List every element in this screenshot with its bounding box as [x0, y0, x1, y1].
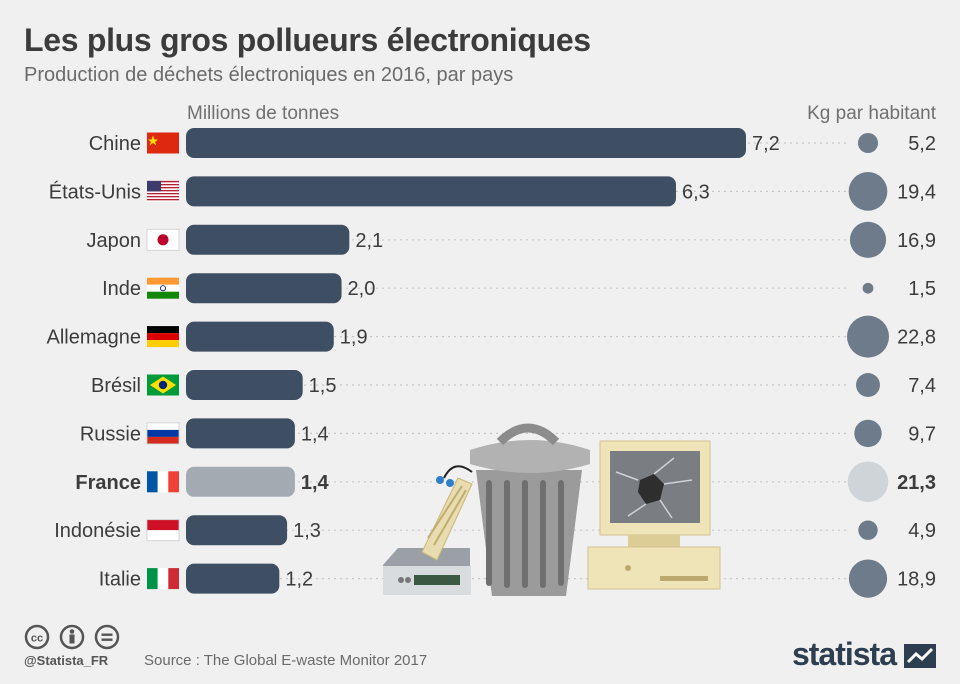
e-waste-illustration-icon [383, 423, 721, 596]
kg-value-label: 18,9 [897, 569, 936, 591]
bar [186, 418, 295, 449]
flag-italy-icon [147, 568, 179, 590]
kg-value-label: 16,9 [897, 230, 936, 252]
creative-commons-icon: cc [24, 624, 50, 650]
flag-france-icon [147, 471, 179, 493]
category-label: Indonésie [54, 520, 141, 542]
flag-japan-icon [146, 228, 180, 251]
bar-value-label: 1,2 [285, 569, 313, 591]
chart-row: Russie 1,4 9,7 [80, 418, 936, 449]
chart-subtitle: Production de déchets électroniques en 2… [24, 64, 514, 86]
flag-indonesia-icon [146, 519, 180, 542]
bar [186, 321, 334, 352]
kg-value-label: 4,9 [908, 520, 936, 542]
chart-row: Italie 1,2 18,9 [99, 559, 936, 598]
bar-value-label: 1,4 [301, 472, 330, 494]
bar-value-label: 7,2 [752, 133, 780, 155]
bubble [856, 373, 880, 397]
kg-value-label: 22,8 [897, 327, 936, 349]
bar [186, 515, 288, 546]
bar [186, 224, 350, 255]
category-label: France [75, 472, 141, 494]
category-label: Japon [87, 230, 142, 252]
category-label: Allemagne [46, 327, 141, 349]
bubble [858, 520, 878, 540]
bar-value-label: 2,1 [355, 230, 383, 252]
bar [186, 273, 342, 304]
bar-value-label: 1,5 [309, 375, 337, 397]
chart-row: Brésil 1,5 7,4 [91, 370, 936, 400]
source-note: Source : The Global E-waste Monitor 2017 [144, 652, 428, 669]
flag-germany-icon [147, 326, 179, 348]
bubble [848, 559, 888, 598]
flag-usa-icon [147, 180, 179, 202]
bar [186, 370, 303, 400]
bar-value-label: 6,3 [682, 181, 710, 203]
bar [186, 466, 295, 497]
svg-text:cc: cc [31, 633, 43, 645]
bar-value-label: 1,3 [293, 520, 321, 542]
chart-row: Japon 2,1 16,9 [87, 221, 936, 258]
kg-value-label: 5,2 [908, 133, 936, 155]
bar [186, 563, 280, 594]
bar [186, 176, 676, 207]
dvd-player-icon [383, 548, 471, 595]
bubble [849, 221, 887, 258]
bubble [862, 282, 874, 294]
kg-value-label: 21,3 [897, 472, 936, 494]
flag-brazil-icon [147, 374, 179, 396]
category-label: Russie [80, 423, 141, 445]
category-label: Inde [102, 278, 141, 300]
category-label: Italie [99, 569, 141, 591]
license-icons: cc [24, 624, 120, 650]
kg-value-label: 9,7 [908, 423, 936, 445]
flag-russia-icon [146, 422, 180, 445]
flag-china-icon [147, 132, 179, 154]
category-label: États-Unis [49, 180, 141, 203]
bubble [847, 315, 889, 358]
bar-value-label: 1,9 [340, 327, 368, 349]
bubble [848, 172, 888, 211]
flag-india-icon [147, 277, 179, 299]
chart-row: États-Unis 6,3 19,4 [49, 172, 936, 211]
kg-value-label: 7,4 [908, 375, 936, 397]
chart-row: Indonésie 1,3 4,9 [54, 515, 936, 546]
right-column-label: Kg par habitant [807, 103, 936, 124]
trash-can-icon [470, 423, 590, 596]
category-label: Brésil [91, 375, 141, 397]
bar [186, 128, 746, 158]
chart-row: France 1,4 21,3 [75, 461, 936, 503]
brand-logo[interactable]: statista [791, 636, 897, 672]
chart-title: Les plus gros pollueurs électroniques [24, 22, 591, 58]
kg-value-label: 1,5 [908, 278, 936, 300]
chart-row: Inde 2,0 1,5 [102, 273, 936, 304]
bubble [854, 419, 882, 448]
kg-value-label: 19,4 [897, 181, 936, 203]
left-column-label: Millions de tonnes [187, 103, 340, 124]
circuit-board-icon [421, 465, 473, 561]
category-label: Chine [89, 133, 141, 155]
computer-monitor-icon [587, 440, 721, 590]
statista-logo-icon [904, 644, 936, 668]
bar-value-label: 2,0 [348, 278, 376, 300]
bubble [857, 132, 879, 154]
no-derivatives-icon [94, 624, 120, 650]
bubble [847, 461, 889, 503]
chart-row: Chine 7,2 5,2 [89, 128, 936, 158]
bar-value-label: 1,4 [301, 423, 329, 445]
chart-row: Allemagne 1,9 22,8 [46, 315, 936, 358]
social-handle: @Statista_FR [24, 653, 109, 668]
attribution-icon [59, 624, 85, 650]
